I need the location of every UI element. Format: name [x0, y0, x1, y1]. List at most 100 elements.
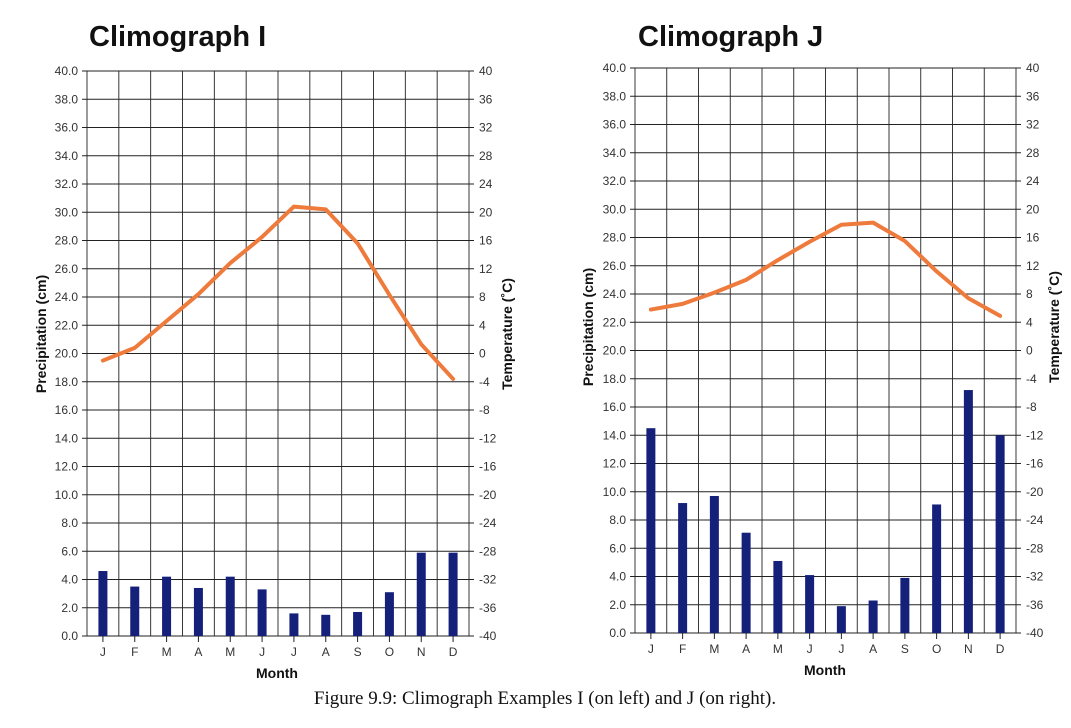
- x-tick-label: N: [417, 645, 426, 659]
- precipitation-bar: [257, 589, 267, 636]
- x-tick-label: A: [194, 645, 202, 659]
- precipitation-bar: [836, 606, 846, 633]
- x-tick-label: A: [742, 642, 750, 656]
- y-tick-label: 30.0: [55, 205, 79, 219]
- precipitation-bar: [773, 560, 783, 633]
- y-tick-label: 36.0: [55, 121, 79, 135]
- precipitation-bar: [162, 576, 172, 636]
- precipitation-bar: [98, 571, 108, 636]
- x-tick-label: O: [385, 645, 394, 659]
- precipitation-bar: [193, 587, 203, 636]
- y2-tick-label: -12: [479, 431, 497, 445]
- y2-tick-label: 36: [1026, 89, 1040, 103]
- y-tick-label: 16.0: [603, 400, 627, 414]
- y2-tick-label: 20: [1026, 202, 1040, 216]
- y-tick-label: 34.0: [603, 146, 627, 160]
- y2-tick-label: 16: [479, 234, 493, 248]
- x-tick-label: J: [100, 645, 106, 659]
- y-tick-label: 2.0: [61, 601, 78, 615]
- y-tick-label: 24.0: [55, 290, 79, 304]
- precipitation-bar: [963, 390, 973, 633]
- x-tick-label: J: [807, 642, 813, 656]
- y-tick-label: 8.0: [61, 516, 78, 530]
- y-tick-label: 16.0: [55, 403, 79, 417]
- y2-tick-label: -8: [1026, 400, 1037, 414]
- y-tick-label: 8.0: [609, 513, 626, 527]
- y2-tick-label: 40: [1026, 61, 1040, 75]
- y2-tick-label: 24: [479, 177, 493, 191]
- y-tick-label: 6.0: [61, 544, 78, 558]
- y-tick-label: 10.0: [603, 485, 627, 499]
- precipitation-bar: [448, 552, 458, 636]
- x-tick-label: M: [709, 642, 719, 656]
- y2-axis-label: Temperature (˚C): [499, 278, 515, 390]
- chart-title: Climograph J: [638, 21, 823, 53]
- precipitation-bar: [225, 576, 235, 636]
- y2-tick-label: -20: [479, 488, 497, 502]
- y-tick-label: 10.0: [55, 488, 79, 502]
- y-tick-label: 0.0: [609, 626, 626, 640]
- temperature-line: [100, 204, 456, 381]
- y-tick-label: 26.0: [603, 259, 627, 273]
- y2-tick-label: 8: [1026, 287, 1033, 301]
- y2-tick-label: 0: [1026, 344, 1033, 358]
- x-tick-label: J: [648, 642, 654, 656]
- y2-tick-label: -16: [1026, 457, 1044, 471]
- y2-tick-label: 28: [1026, 146, 1040, 160]
- precipitation-bar: [353, 611, 363, 636]
- y-tick-label: 22.0: [55, 318, 79, 332]
- precipitation-bar: [384, 592, 394, 636]
- y2-tick-label: -4: [479, 375, 490, 389]
- y-tick-label: 32.0: [603, 174, 627, 188]
- y2-tick-label: 12: [479, 262, 493, 276]
- y2-tick-label: 36: [479, 92, 493, 106]
- y-tick-label: 22.0: [603, 315, 627, 329]
- y2-axis-label: Temperature (˚C): [1046, 271, 1062, 383]
- x-tick-label: M: [773, 642, 783, 656]
- precipitation-bar: [868, 600, 878, 633]
- x-axis-label: Month: [256, 665, 298, 681]
- y-axis-label: Precipitation (cm): [33, 275, 49, 393]
- temperature-line: [648, 220, 1003, 318]
- climograph-j-chart: Climograph J Month Precipitation (cm) Te…: [580, 21, 1062, 678]
- x-tick-label: O: [932, 642, 941, 656]
- y-tick-label: 36.0: [603, 118, 627, 132]
- y-tick-label: 34.0: [55, 149, 79, 163]
- x-tick-label: J: [838, 642, 844, 656]
- y-tick-label: 18.0: [603, 372, 627, 386]
- y-tick-label: 20.0: [603, 344, 627, 358]
- y2-tick-label: 4: [479, 318, 486, 332]
- chart-title: Climograph I: [89, 21, 266, 53]
- y2-tick-label: -24: [479, 516, 497, 530]
- precipitation-bar: [741, 532, 751, 633]
- y-tick-label: 40.0: [603, 61, 627, 75]
- precipitation-bar: [709, 495, 719, 633]
- x-tick-label: S: [354, 645, 362, 659]
- precipitation-bar: [416, 552, 426, 636]
- y2-tick-label: 4: [1026, 315, 1033, 329]
- y-tick-label: 18.0: [55, 375, 79, 389]
- y-tick-label: 32.0: [55, 177, 79, 191]
- precipitation-bar: [900, 577, 910, 633]
- x-tick-label: S: [901, 642, 909, 656]
- x-tick-label: D: [996, 642, 1005, 656]
- x-tick-label: J: [259, 645, 265, 659]
- precipitation-bar: [321, 614, 331, 636]
- precipitation-bar: [678, 503, 688, 633]
- y-tick-label: 6.0: [609, 541, 626, 555]
- y2-tick-label: -32: [479, 573, 497, 587]
- x-tick-label: M: [162, 645, 172, 659]
- y2-tick-label: -16: [479, 460, 497, 474]
- x-axis-label: Month: [804, 662, 846, 678]
- y-tick-label: 4.0: [61, 573, 78, 587]
- y2-tick-label: 8: [479, 290, 486, 304]
- y-tick-label: 30.0: [603, 202, 627, 216]
- y-tick-label: 38.0: [603, 89, 627, 103]
- x-tick-label: F: [131, 645, 138, 659]
- y-tick-label: 28.0: [55, 234, 79, 248]
- y2-tick-label: 32: [479, 121, 493, 135]
- y2-tick-label: -32: [1026, 570, 1044, 584]
- y-tick-label: 40.0: [55, 64, 79, 78]
- precipitation-bar: [995, 435, 1005, 633]
